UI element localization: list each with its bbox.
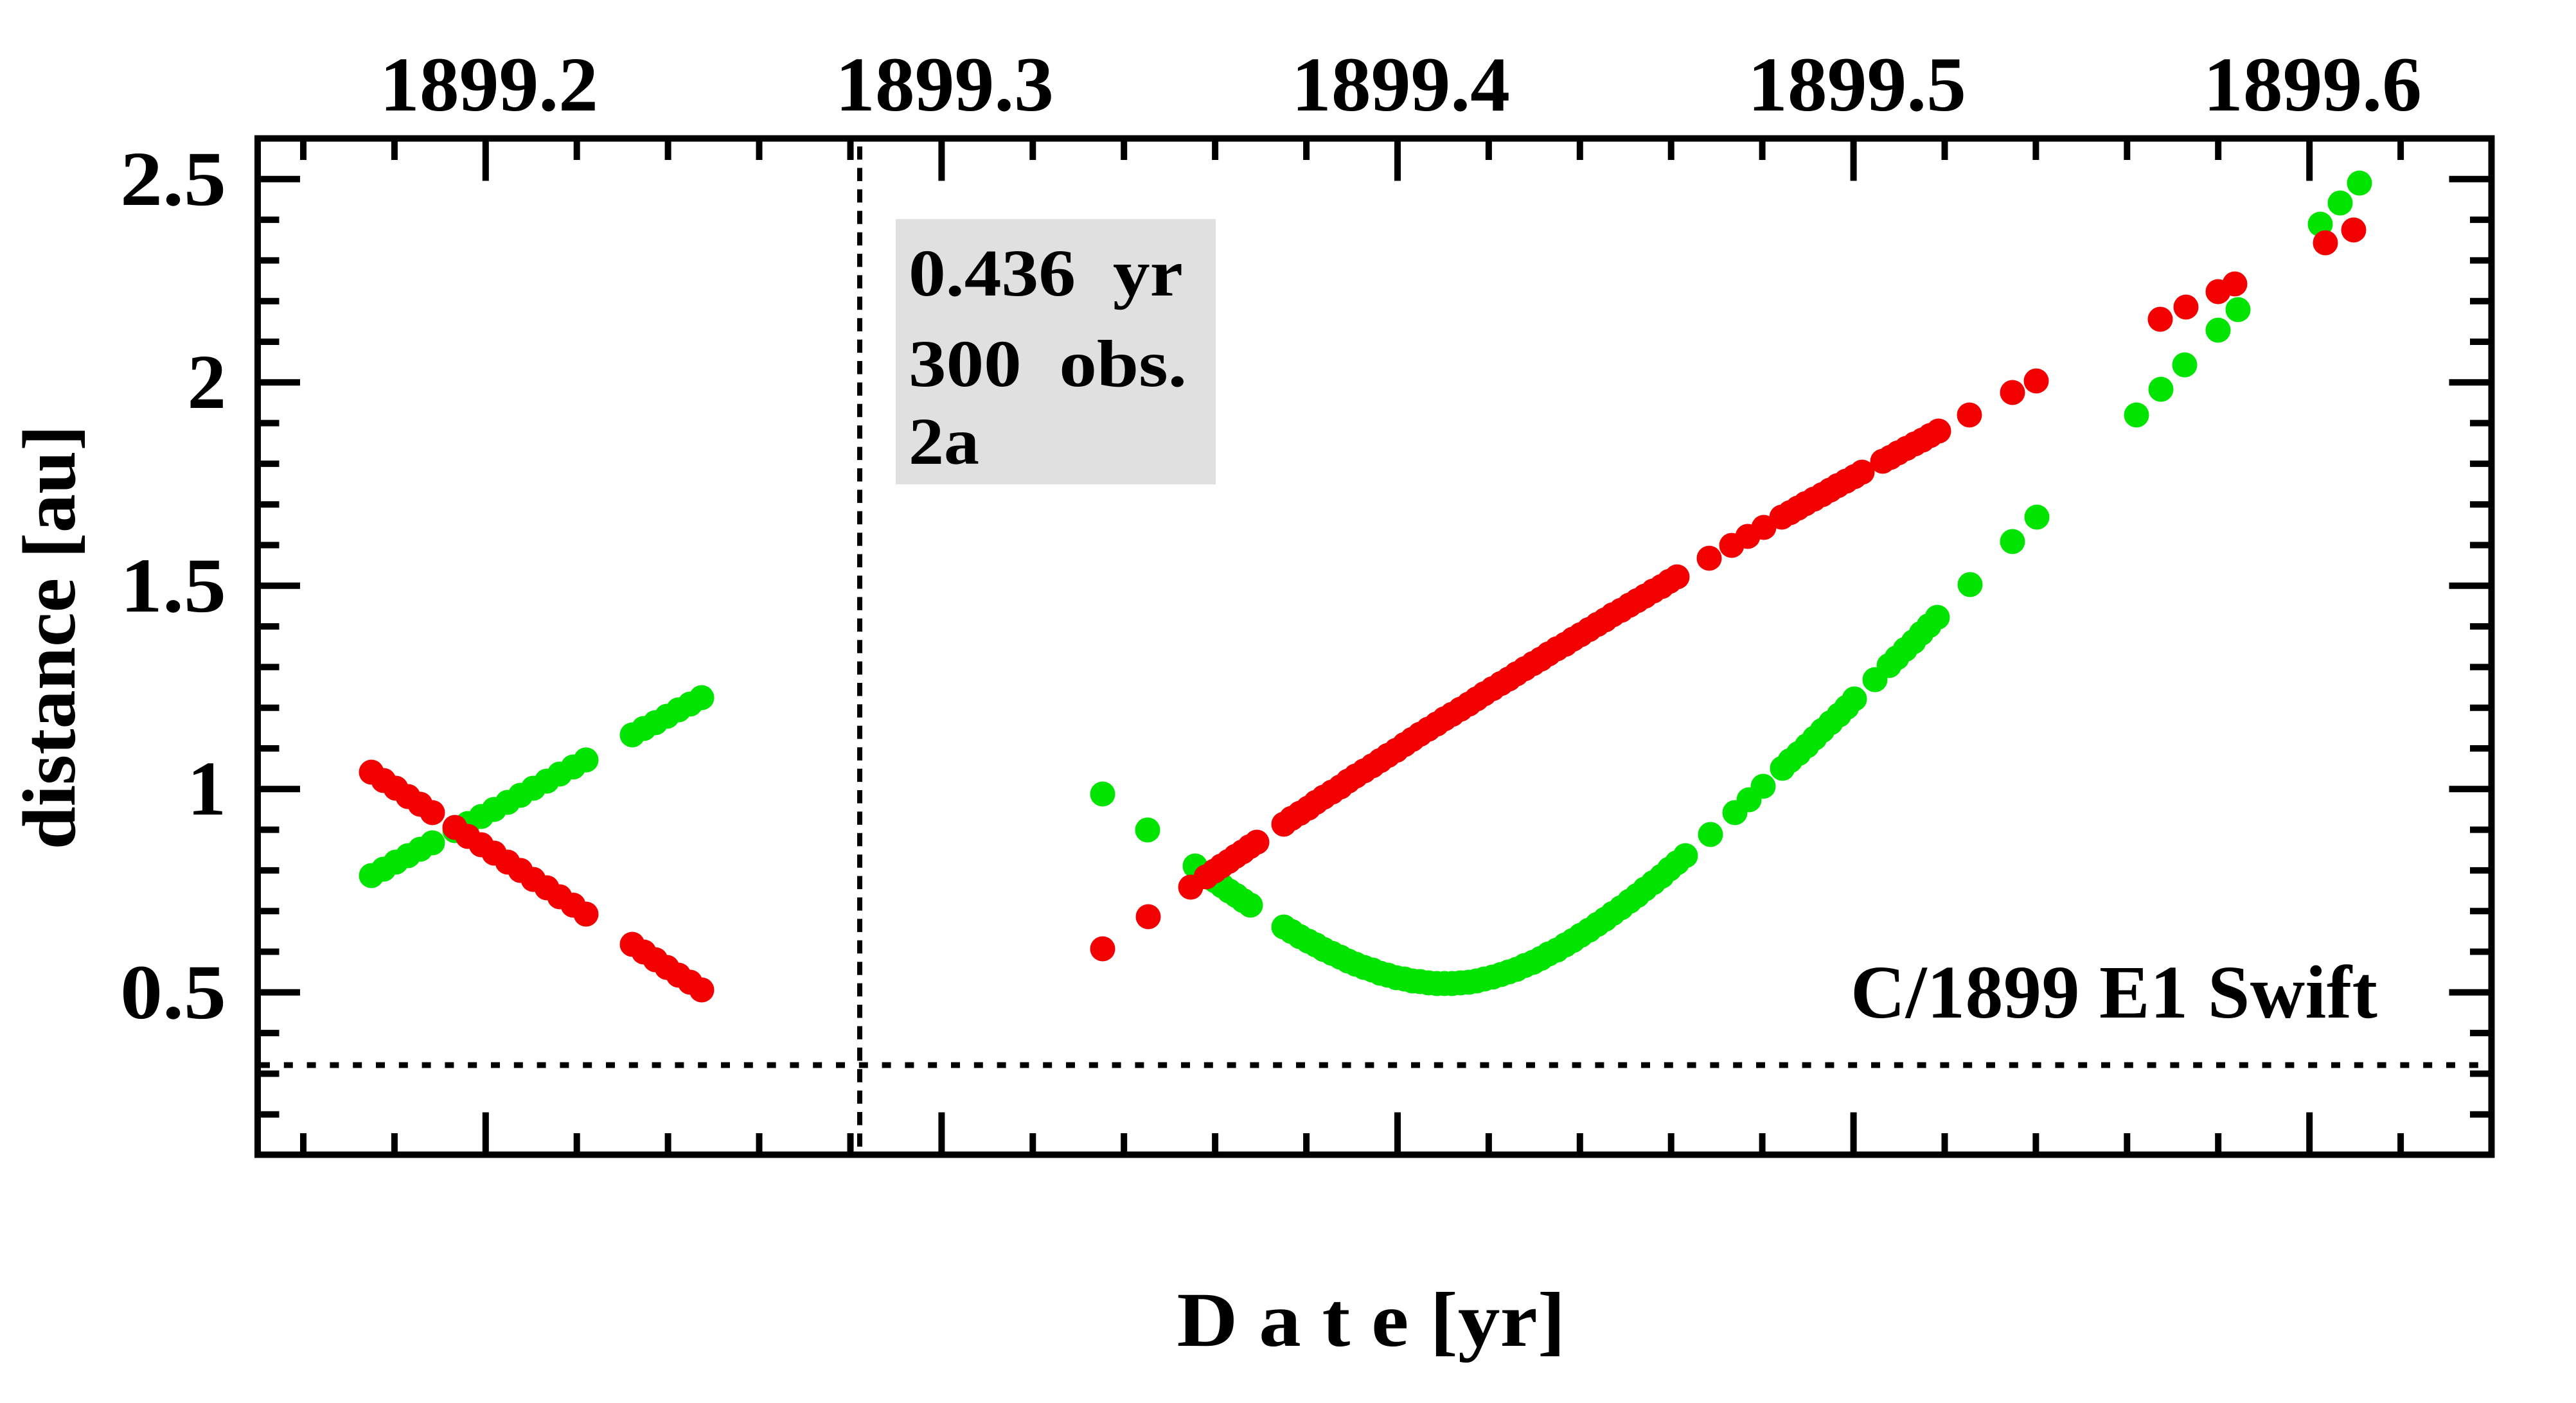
svg-text:1899.4: 1899.4 <box>1292 42 1510 128</box>
svg-text:0.5: 0.5 <box>120 949 226 1036</box>
svg-text:1899.6: 1899.6 <box>2203 42 2422 128</box>
svg-text:1899.3: 1899.3 <box>835 42 1054 128</box>
svg-text:0.436 yr: 0.436 yr <box>909 236 1183 310</box>
svg-text:2a: 2a <box>909 405 979 479</box>
svg-text:1.5: 1.5 <box>120 543 226 629</box>
svg-text:D a t e [yr]: D a t e [yr] <box>1177 1277 1566 1363</box>
svg-text:2: 2 <box>188 339 227 425</box>
svg-text:distance [au]: distance [au] <box>7 425 91 850</box>
svg-text:1: 1 <box>188 746 227 832</box>
svg-text:1899.5: 1899.5 <box>1748 42 1966 128</box>
svg-text:300 obs.: 300 obs. <box>909 327 1187 401</box>
svg-text:2.5: 2.5 <box>120 136 226 222</box>
svg-text:1899.2: 1899.2 <box>380 42 598 128</box>
svg-text:C/1899 E1 Swift: C/1899 E1 Swift <box>1851 950 2377 1034</box>
